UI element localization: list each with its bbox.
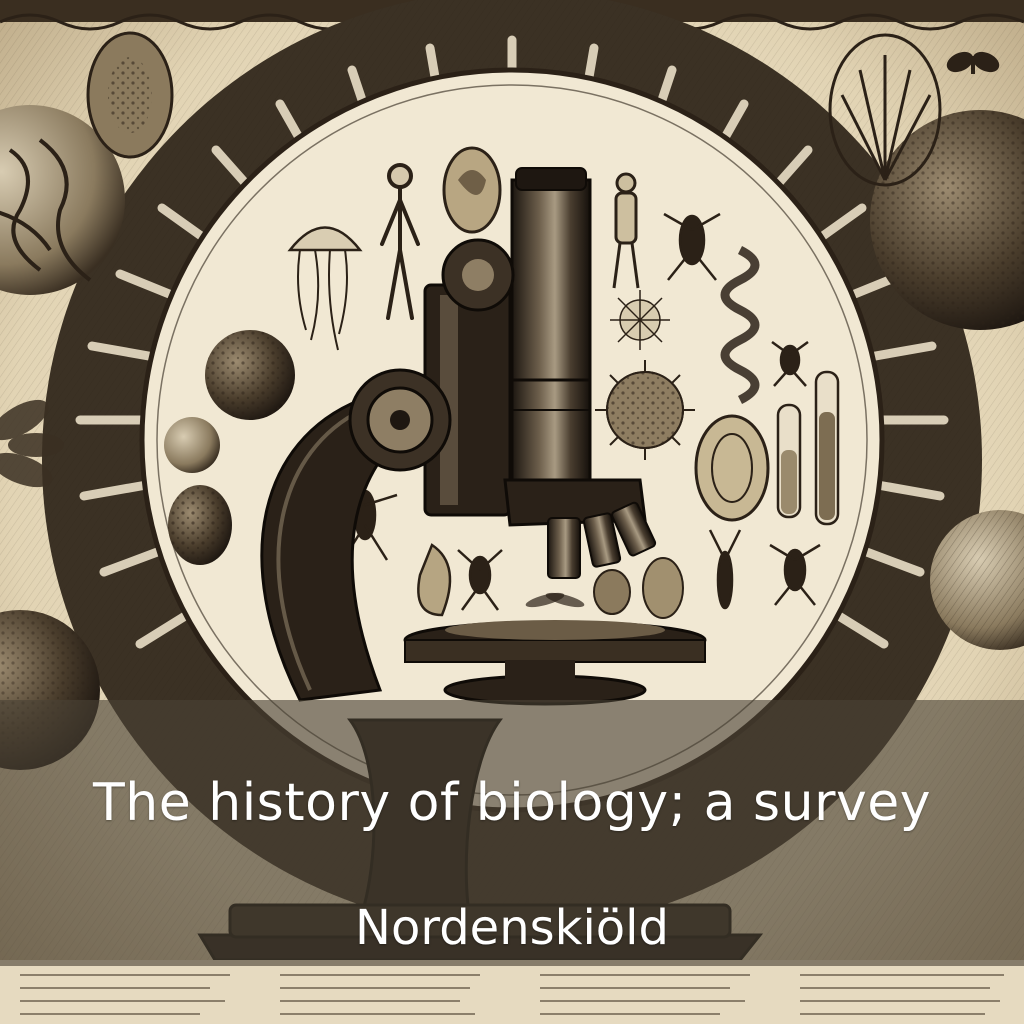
book-author: Nordenskiöld <box>355 900 669 956</box>
book-title: The history of biology; a survey <box>93 773 931 833</box>
title-overlay-band <box>0 700 1024 966</box>
